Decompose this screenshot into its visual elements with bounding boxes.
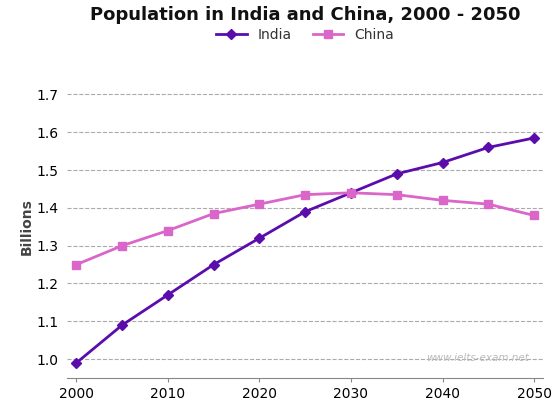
India bbox=[165, 292, 171, 297]
India bbox=[119, 323, 125, 328]
China bbox=[256, 202, 263, 207]
China bbox=[73, 262, 80, 267]
China bbox=[302, 192, 309, 197]
China bbox=[439, 198, 446, 203]
Line: India: India bbox=[73, 134, 538, 366]
India bbox=[256, 236, 263, 241]
China bbox=[393, 192, 400, 197]
India bbox=[393, 171, 400, 176]
Line: China: China bbox=[72, 189, 538, 269]
India bbox=[439, 160, 446, 165]
India bbox=[531, 135, 538, 140]
India bbox=[302, 209, 309, 214]
India bbox=[485, 145, 492, 150]
China bbox=[485, 202, 492, 207]
China bbox=[531, 213, 538, 218]
China bbox=[165, 228, 171, 233]
Y-axis label: Billions: Billions bbox=[19, 198, 33, 255]
China bbox=[119, 243, 125, 248]
China bbox=[211, 211, 217, 216]
China bbox=[348, 190, 354, 195]
Text: www.ielts-exam.net: www.ielts-exam.net bbox=[426, 353, 529, 363]
Title: Population in India and China, 2000 - 2050: Population in India and China, 2000 - 20… bbox=[90, 6, 520, 24]
India bbox=[348, 190, 354, 195]
India bbox=[211, 262, 217, 267]
Legend: India, China: India, China bbox=[216, 28, 394, 42]
India bbox=[73, 360, 80, 365]
